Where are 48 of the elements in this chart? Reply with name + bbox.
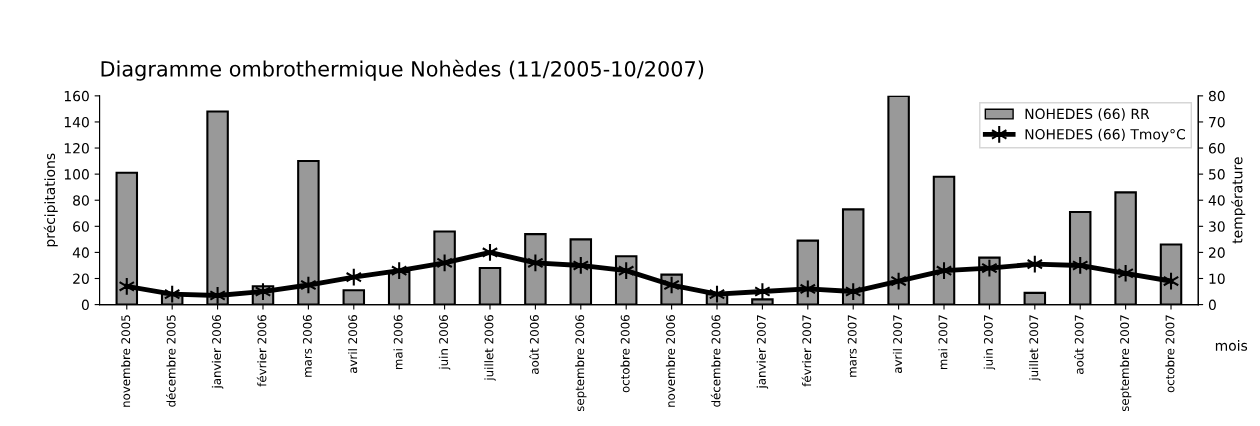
- x-tick-label: décembre 2006: [710, 315, 721, 407]
- x-tick-label: octobre 2006: [620, 315, 630, 393]
- y2-tick-label: 40: [1208, 195, 1225, 206]
- y2-tick-label: 0: [1208, 299, 1216, 311]
- x-tick-label: septembre 2006: [575, 315, 587, 412]
- x-tick-label: août 2006: [529, 315, 539, 374]
- y-axis-title: précipitations: [43, 153, 58, 247]
- y-tick-label: 20: [73, 273, 89, 284]
- legend-label: NOHEDES (66) Tmoy°C: [1025, 128, 1185, 143]
- y-tick-label: 0: [81, 299, 89, 311]
- y-tick-label: 160: [64, 90, 89, 102]
- x-tick-label: mai 2006: [393, 315, 403, 370]
- x-tick-label: novembre 2006: [665, 315, 676, 407]
- y-tick-label: 40: [72, 247, 89, 258]
- y2-tick-label: 30: [1209, 221, 1225, 232]
- y-tick-label: 100: [64, 169, 89, 180]
- y2-tick-label: 60: [1208, 143, 1225, 154]
- y2-tick-label: 80: [1208, 90, 1225, 102]
- y2-tick-label: 70: [1209, 116, 1225, 128]
- x-tick-label: mars 2006: [302, 315, 312, 377]
- y2-tick-label: 10: [1209, 273, 1225, 284]
- x-tick-label: janvier 2006: [211, 315, 224, 389]
- x-tick-label: mai 2007: [938, 315, 948, 370]
- y2-tick-label: 50: [1209, 169, 1225, 180]
- x-tick-label: décembre 2005: [166, 315, 176, 407]
- x-tick-label: juin 2006: [438, 315, 451, 370]
- y-tick-label: 60: [73, 221, 89, 232]
- chart-title: Diagramme ombrothermique Nohèdes (11/2005-10/2007): [101, 59, 704, 81]
- x-tick-label: septembre 2007: [1119, 315, 1132, 412]
- legend-label: NOHEDES (66) RR: [1025, 108, 1150, 121]
- x-tick-label: juin 2007: [983, 315, 996, 370]
- x-tick-label: avril 2007: [892, 315, 903, 374]
- x-tick-label: octobre 2007: [1165, 315, 1175, 393]
- y2-tick-label: 20: [1209, 247, 1225, 258]
- x-tick-label: juillet 2007: [1029, 315, 1041, 381]
- y-tick-label: 120: [64, 143, 89, 154]
- x-tick-label: février 2006: [256, 315, 267, 387]
- y-tick-label: 80: [73, 195, 89, 206]
- x-tick-label: avril 2006: [348, 315, 358, 374]
- x-tick-label: août 2007: [1074, 315, 1084, 374]
- x-tick-label: novembre 2005: [121, 315, 131, 407]
- x-tick-label: juillet 2006: [484, 315, 496, 381]
- x-tick-label: mars 2007: [847, 315, 857, 377]
- x-tick-label: janvier 2007: [756, 315, 769, 389]
- y2-axis-title: température: [1231, 157, 1246, 244]
- x-axis-title: mois: [1215, 340, 1248, 351]
- y-tick-label: 140: [64, 116, 89, 128]
- x-tick-label: février 2007: [801, 315, 812, 387]
